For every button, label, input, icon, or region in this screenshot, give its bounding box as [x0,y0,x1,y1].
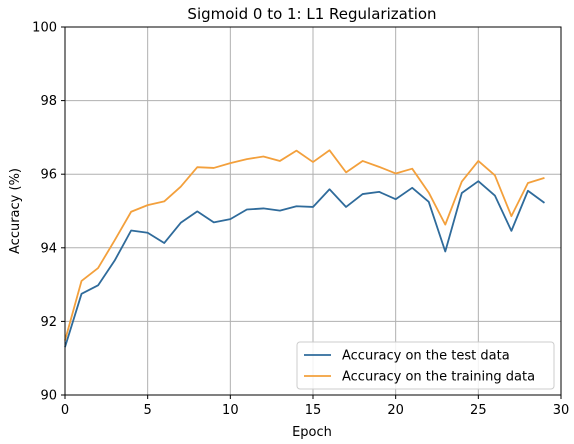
x-tick-label: 5 [144,403,152,418]
legend: Accuracy on the test data Accuracy on the… [296,341,555,390]
y-tick-label: 94 [40,241,57,256]
series-line-test [64,180,546,348]
x-tick-label: 20 [387,403,404,418]
x-tick-label: 0 [61,403,69,418]
x-tick-label: 30 [553,403,570,418]
legend-label: Accuracy on the test data [342,349,510,364]
y-tick-label: 98 [40,94,57,109]
x-tick-label: 25 [470,403,487,418]
series-line-training [64,149,545,341]
y-tick-label: 100 [32,21,57,36]
y-tick-label: 96 [40,168,57,183]
legend-label: Accuracy on the training data [342,370,535,385]
legend-box [296,341,555,390]
y-axis-label: Accuracy (%) [8,168,23,254]
x-axis-label: Epoch [292,425,332,440]
x-tick-label: 15 [305,403,322,418]
y-tick-label: 92 [40,315,57,330]
x-tick-label: 10 [222,403,239,418]
y-tick-label: 90 [40,389,57,404]
chart-title: Sigmoid 0 to 1: L1 Regularization [187,5,436,23]
